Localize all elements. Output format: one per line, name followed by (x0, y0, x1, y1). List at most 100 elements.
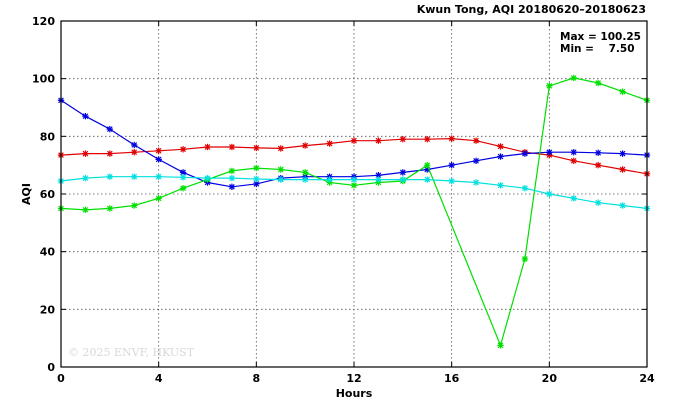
series-line (60, 137, 648, 175)
data-point-marker (82, 112, 89, 120)
data-point-marker (155, 173, 162, 180)
data-point-marker (472, 157, 480, 165)
data-point-marker (131, 148, 138, 156)
x-tick-label: 16 (444, 372, 460, 385)
data-point-marker (399, 169, 407, 176)
grid-lines (61, 21, 647, 367)
x-axis-label: Hours (336, 387, 373, 400)
data-point-marker (546, 190, 553, 198)
data-point-marker (106, 150, 114, 157)
y-tick-label: 0 (47, 361, 55, 374)
y-tick-label: 40 (40, 246, 56, 259)
x-tick-label: 20 (542, 372, 558, 385)
data-point-marker (82, 150, 89, 157)
data-point-marker (424, 136, 431, 143)
data-point-marker (399, 136, 407, 143)
data-point-marker (228, 174, 236, 182)
data-point-marker (155, 195, 162, 202)
data-point-marker (131, 173, 138, 180)
x-tick-label: 12 (346, 372, 361, 385)
data-point-marker (277, 166, 284, 173)
data-point-marker (179, 174, 187, 181)
data-point-marker (521, 185, 529, 192)
data-point-marker (448, 135, 455, 142)
data-point-marker (350, 182, 358, 189)
data-point-marker (326, 176, 333, 183)
data-point-marker (570, 195, 577, 202)
x-tick-label: 8 (253, 372, 261, 385)
data-point-marker (277, 176, 284, 183)
data-point-marker (253, 164, 260, 172)
data-point-marker (448, 177, 455, 185)
data-point-marker (546, 148, 553, 156)
data-point-marker (106, 173, 114, 180)
data-point-marker (155, 156, 162, 163)
y-tick-label: 20 (40, 303, 56, 316)
data-point-marker (228, 167, 236, 175)
data-point-marker (594, 149, 602, 156)
data-point-marker (619, 202, 626, 209)
data-point-marker (106, 125, 114, 133)
data-point-marker (497, 143, 504, 150)
data-point-marker (301, 176, 309, 183)
data-point-marker (301, 142, 309, 149)
data-point-marker (570, 148, 577, 156)
min-stat: Min = 7.50 (560, 43, 635, 55)
data-point-marker (472, 137, 480, 144)
data-point-marker (619, 166, 626, 173)
series-4 (57, 173, 651, 212)
data-point-marker (253, 175, 260, 183)
data-point-marker (375, 176, 382, 183)
data-point-marker (228, 183, 236, 190)
data-point-marker (619, 88, 626, 95)
data-point-marker (326, 140, 333, 147)
copyright-watermark: © 2025 ENVF, HKUST (68, 346, 195, 359)
data-point-marker (570, 157, 577, 165)
max-stat: Max = 100.25 (560, 31, 641, 43)
data-point-marker (448, 161, 455, 169)
series-1 (57, 135, 651, 178)
data-point-marker (497, 182, 504, 189)
data-point-marker (521, 150, 529, 157)
series-layer (57, 74, 651, 349)
y-tick-label: 120 (32, 15, 55, 28)
data-point-marker (399, 176, 407, 183)
data-point-marker (594, 161, 602, 169)
data-point-marker (521, 255, 529, 263)
data-point-marker (204, 143, 211, 151)
data-point-marker (179, 185, 187, 192)
data-point-marker (570, 74, 577, 82)
data-point-marker (82, 206, 89, 214)
data-point-marker (228, 143, 236, 151)
data-point-marker (155, 147, 162, 154)
x-tick-label: 0 (57, 372, 65, 385)
chart-title: Kwun Tong, AQI 20180620–20180623 (417, 3, 646, 16)
data-point-marker (131, 202, 138, 209)
data-point-marker (546, 82, 553, 90)
data-point-marker (106, 205, 114, 212)
data-point-marker (472, 179, 480, 186)
series-3 (57, 74, 651, 349)
x-tick-label: 4 (155, 372, 163, 385)
y-tick-label: 100 (32, 73, 55, 86)
data-point-marker (350, 176, 358, 183)
data-point-marker (131, 141, 138, 149)
y-tick-label: 60 (40, 188, 56, 201)
y-axis-label: AQI (20, 183, 33, 205)
data-point-marker (619, 150, 626, 157)
x-tick-label: 24 (639, 372, 655, 385)
data-point-marker (82, 174, 89, 182)
data-point-marker (375, 137, 382, 144)
y-tick-label: 80 (40, 130, 56, 143)
data-point-marker (424, 176, 431, 183)
data-point-marker (594, 199, 602, 206)
data-point-marker (179, 146, 187, 153)
data-point-marker (497, 342, 504, 349)
data-point-marker (277, 145, 284, 152)
data-point-marker (424, 161, 431, 169)
data-point-marker (350, 137, 358, 144)
data-point-marker (204, 174, 211, 182)
data-point-marker (497, 153, 504, 160)
axis-ticks: 0 4 8 12 16 20 24 0 20 40 60 80 100 120 (32, 15, 655, 385)
